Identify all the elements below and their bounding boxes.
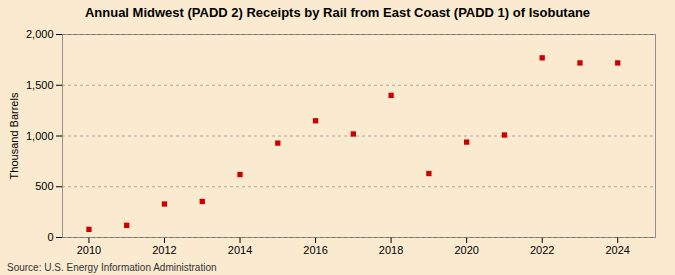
svg-text:2024: 2024	[605, 244, 629, 256]
svg-text:2010: 2010	[77, 244, 101, 256]
svg-text:2016: 2016	[303, 244, 327, 256]
svg-text:2012: 2012	[152, 244, 176, 256]
svg-text:1,500: 1,500	[26, 79, 54, 91]
svg-text:2020: 2020	[454, 244, 478, 256]
svg-text:2018: 2018	[379, 244, 403, 256]
html-text:Annual Midwest (PADD 2) Receip: Annual Midwest (PADD 2) Receipts by Rail…	[84, 5, 591, 20]
svg-text:2022: 2022	[530, 244, 554, 256]
svg-text:0: 0	[47, 231, 53, 243]
svg-text:1,000: 1,000	[26, 130, 54, 142]
html-text:Source: U.S. Energy Informatio: Source: U.S. Energy Information Administ…	[7, 262, 217, 273]
svg-text:500: 500	[35, 180, 53, 192]
svg-text:2,000: 2,000	[26, 28, 54, 40]
svg-text:Thousand Barrels: Thousand Barrels	[8, 92, 20, 179]
svg-text:2014: 2014	[228, 244, 252, 256]
